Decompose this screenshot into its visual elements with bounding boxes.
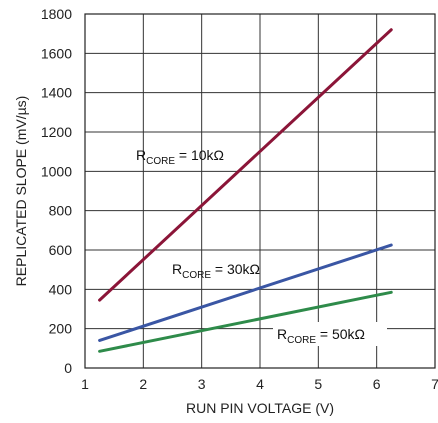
plot-frame xyxy=(84,13,436,369)
series-lines xyxy=(98,28,393,353)
y-tick-label: 200 xyxy=(49,321,73,337)
y-tick-label: 400 xyxy=(49,281,73,297)
y-axis-title: REPLICATED SLOPE (mV/µs) xyxy=(13,96,29,287)
series-line-3 xyxy=(98,290,393,353)
series-annotation-2: RCORE = 30kΩ xyxy=(172,261,260,281)
annotation-backdrop xyxy=(273,322,387,346)
y-tick-label: 1000 xyxy=(41,163,72,179)
x-tick-label: 1 xyxy=(81,376,89,392)
x-tick-label: 5 xyxy=(314,376,322,392)
series-annotations: RCORE = 10kΩ RCORE = 30kΩ RCORE = 50kΩ xyxy=(136,147,387,346)
y-tick-labels: 0 200 400 600 800 1000 1200 1400 1600 1800 xyxy=(41,6,72,376)
series-annotation-1: RCORE = 10kΩ xyxy=(136,147,224,167)
x-axis-title: RUN PIN VOLTAGE (V) xyxy=(186,400,334,416)
y-tick-label: 1800 xyxy=(41,6,72,22)
series-line-2 xyxy=(98,243,393,342)
y-tick-label: 1400 xyxy=(41,85,72,101)
y-tick-label: 1600 xyxy=(41,45,72,61)
y-tick-label: 1200 xyxy=(41,124,72,140)
x-tick-label: 3 xyxy=(198,376,206,392)
x-tick-label: 7 xyxy=(431,376,438,392)
grid xyxy=(85,14,435,368)
series-line-1 xyxy=(98,28,393,302)
series-annotation-3: RCORE = 50kΩ xyxy=(277,326,365,346)
y-tick-label: 600 xyxy=(49,242,73,258)
y-tick-label: 0 xyxy=(64,360,72,376)
y-tick-label: 800 xyxy=(49,203,73,219)
x-tick-label: 2 xyxy=(139,376,147,392)
x-tick-label: 4 xyxy=(256,376,264,392)
x-tick-label: 6 xyxy=(373,376,381,392)
x-tick-labels: 1 2 3 4 5 6 7 xyxy=(81,376,438,392)
